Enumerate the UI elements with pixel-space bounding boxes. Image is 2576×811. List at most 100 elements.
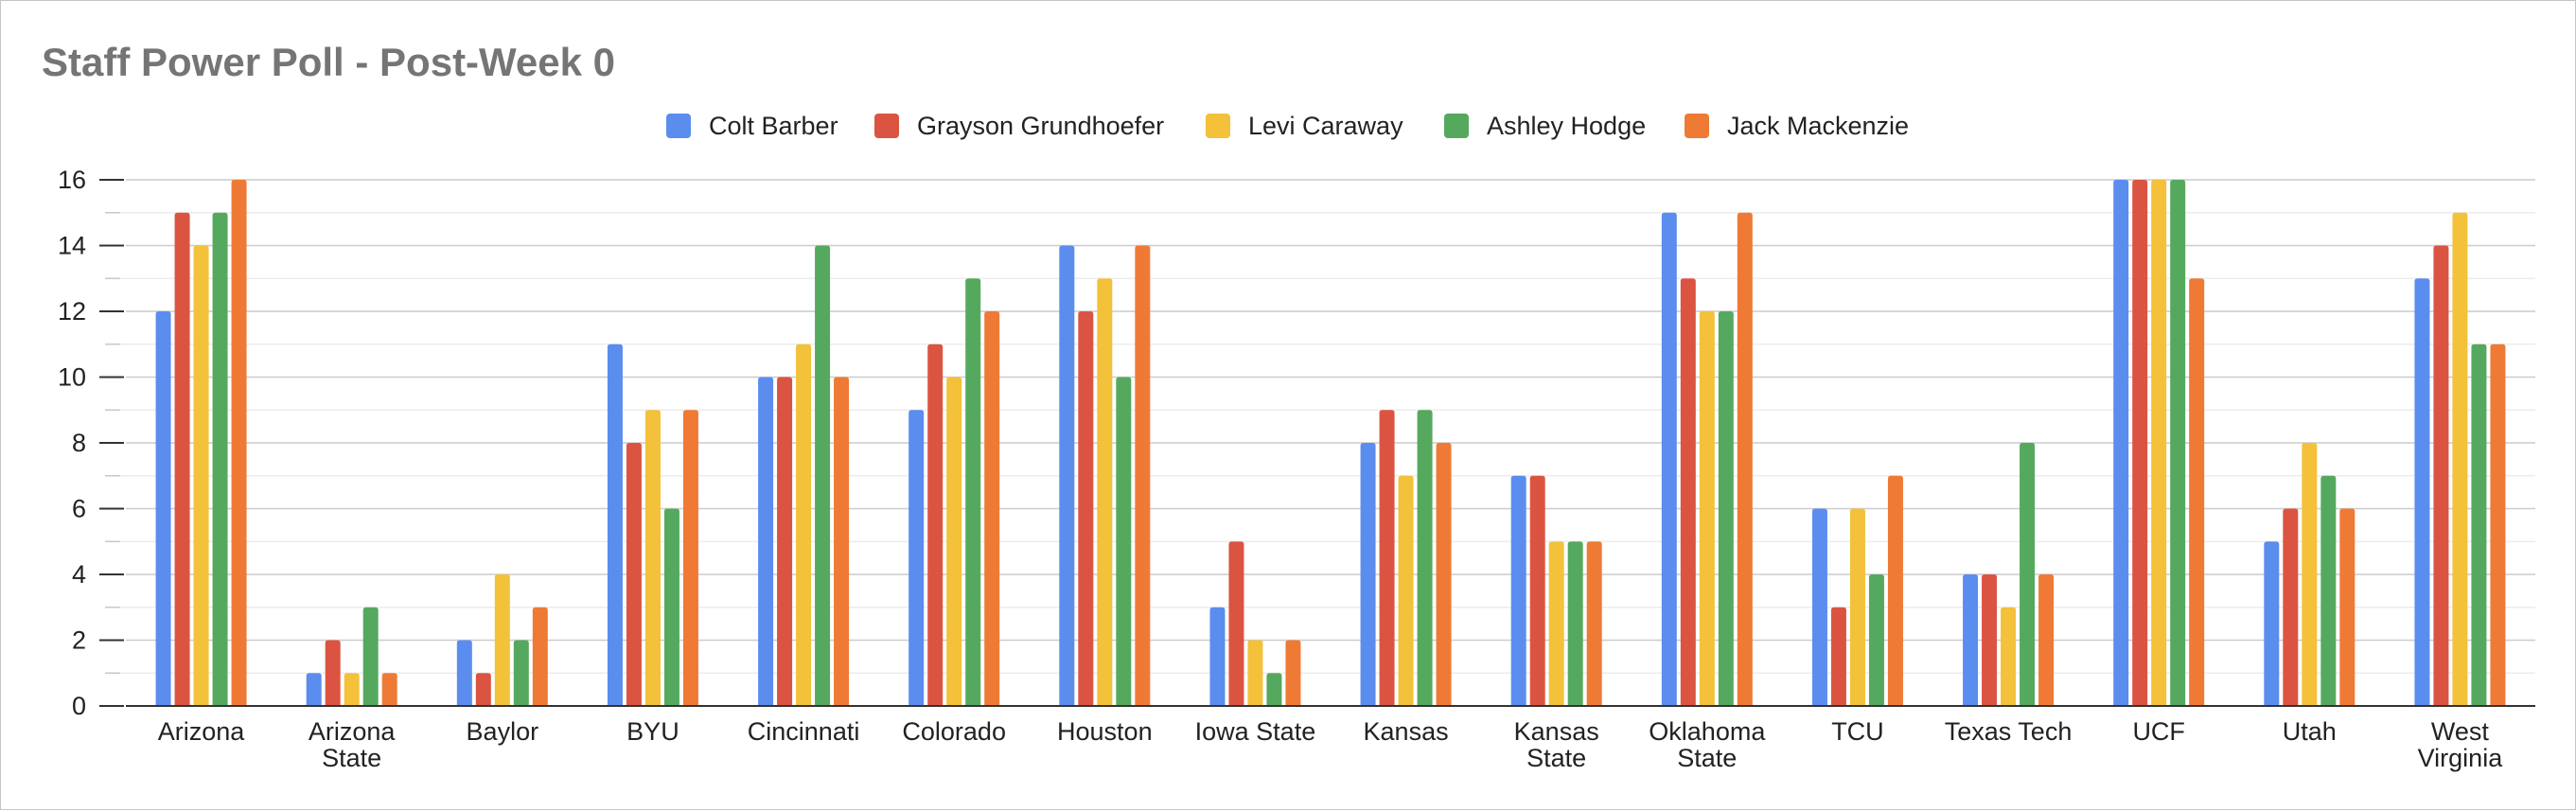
bar-grayson-grundhoefer-colorado [927, 344, 944, 706]
x-tick-label: Texas Tech [1945, 717, 2073, 746]
bar-colt-barber-arizona-state [306, 673, 322, 706]
bar-grayson-grundhoefer-arizona-state [325, 640, 341, 706]
x-tick-label: Virginia [2418, 744, 2504, 772]
bar-levi-caraway-west-virginia [2452, 212, 2468, 706]
x-tick-label: State [1526, 744, 1586, 772]
x-tick-label: Iowa State [1195, 717, 1316, 746]
bar-ashley-hodge-oklahoma-state [1718, 311, 1734, 706]
bar-levi-caraway-arizona-state [344, 673, 360, 706]
x-tick-label: Baylor [467, 717, 539, 746]
bar-jack-mackenzie-kansas-state [1586, 541, 1602, 706]
bar-ashley-hodge-colorado [965, 278, 981, 706]
bar-jack-mackenzie-west-virginia [2490, 344, 2506, 706]
legend-swatch [1444, 114, 1469, 138]
legend-label: Colt Barber [709, 112, 838, 140]
bar-grayson-grundhoefer-iowa-state [1228, 541, 1244, 706]
x-tick-label: West [2431, 717, 2490, 746]
bar-grayson-grundhoefer-texas-tech [1982, 574, 1998, 706]
bar-colt-barber-ucf [2113, 180, 2129, 706]
legend-label: Jack Mackenzie [1727, 112, 1909, 140]
bar-grayson-grundhoefer-ucf [2132, 180, 2148, 706]
bar-levi-caraway-colorado [946, 377, 962, 706]
legend-item-ashley-hodge[interactable]: Ashley Hodge [1444, 112, 1646, 140]
bar-levi-caraway-texas-tech [2001, 607, 2017, 706]
y-tick-label: 4 [72, 560, 86, 589]
bar-grayson-grundhoefer-kansas [1379, 410, 1395, 706]
bar-colt-barber-texas-tech [1963, 574, 1979, 706]
bar-ashley-hodge-houston [1116, 377, 1132, 706]
bar-jack-mackenzie-iowa-state [1285, 640, 1301, 706]
legend-item-grayson-grundhoefer[interactable]: Grayson Grundhoefer [874, 112, 1164, 140]
chart-title: Staff Power Poll - Post-Week 0 [42, 40, 615, 84]
bar-levi-caraway-ucf [2151, 180, 2167, 706]
x-tick-label: TCU [1831, 717, 1884, 746]
bar-jack-mackenzie-colorado [984, 311, 1000, 706]
bar-grayson-grundhoefer-utah [2283, 508, 2299, 706]
bar-grayson-grundhoefer-byu [626, 443, 642, 706]
bar-jack-mackenzie-arizona [231, 180, 247, 706]
bar-ashley-hodge-kansas-state [1567, 541, 1583, 706]
bar-jack-mackenzie-houston [1135, 245, 1151, 706]
bar-levi-caraway-cincinnati [796, 344, 812, 706]
legend-item-levi-caraway[interactable]: Levi Caraway [1206, 112, 1403, 140]
y-tick-label: 2 [72, 626, 86, 655]
bar-ashley-hodge-west-virginia [2471, 344, 2487, 706]
legend-swatch [666, 114, 691, 138]
bar-jack-mackenzie-byu [682, 410, 698, 706]
bar-ashley-hodge-iowa-state [1266, 673, 1282, 706]
bar-jack-mackenzie-cincinnati [834, 377, 850, 706]
bar-colt-barber-houston [1059, 245, 1075, 706]
bar-levi-caraway-iowa-state [1247, 640, 1263, 706]
bar-ashley-hodge-byu [663, 508, 679, 706]
legend-label: Levi Caraway [1248, 112, 1403, 140]
bar-colt-barber-arizona [155, 311, 171, 706]
bar-jack-mackenzie-kansas [1436, 443, 1452, 706]
bar-colt-barber-west-virginia [2414, 278, 2430, 706]
bar-ashley-hodge-kansas [1417, 410, 1433, 706]
y-tick-label: 10 [58, 363, 86, 392]
legend-label: Grayson Grundhoefer [917, 112, 1164, 140]
x-tick-label: BYU [626, 717, 679, 746]
x-tick-label: Cincinnati [748, 717, 860, 746]
bar-levi-caraway-kansas [1398, 475, 1414, 706]
y-tick-label: 6 [72, 495, 86, 523]
legend-swatch [1685, 114, 1709, 138]
bar-jack-mackenzie-tcu [1887, 475, 1903, 706]
x-tick-label: Oklahoma [1649, 717, 1766, 746]
x-tick-label: State [322, 744, 381, 772]
bar-ashley-hodge-utah [2320, 475, 2337, 706]
x-tick-label: Kansas [1514, 717, 1599, 746]
x-tick-label: Kansas [1364, 717, 1449, 746]
bar-grayson-grundhoefer-west-virginia [2433, 245, 2449, 706]
bar-grayson-grundhoefer-kansas-state [1529, 475, 1545, 706]
bar-ashley-hodge-cincinnati [815, 245, 831, 706]
bars [155, 180, 2506, 706]
bar-jack-mackenzie-arizona-state [381, 673, 397, 706]
bar-colt-barber-utah [2264, 541, 2280, 706]
x-tick-label: State [1677, 744, 1737, 772]
bar-ashley-hodge-texas-tech [2020, 443, 2036, 706]
bar-jack-mackenzie-ucf [2189, 278, 2205, 706]
bar-colt-barber-kansas [1360, 443, 1376, 706]
bar-colt-barber-iowa-state [1209, 607, 1226, 706]
bar-ashley-hodge-arizona-state [362, 607, 379, 706]
bar-ashley-hodge-ucf [2170, 180, 2186, 706]
y-tick-label: 14 [58, 232, 86, 260]
bar-levi-caraway-tcu [1849, 508, 1865, 706]
x-tick-label: UCF [2132, 717, 2185, 746]
legend-swatch [874, 114, 899, 138]
bar-levi-caraway-oklahoma-state [1699, 311, 1715, 706]
bar-grayson-grundhoefer-oklahoma-state [1680, 278, 1696, 706]
y-tick-label: 16 [58, 166, 86, 194]
legend-item-jack-mackenzie[interactable]: Jack Mackenzie [1685, 112, 1909, 140]
y-tick-label: 0 [72, 692, 86, 720]
bar-ashley-hodge-baylor [513, 640, 529, 706]
bar-levi-caraway-baylor [494, 574, 510, 706]
x-tick-label: Colorado [902, 717, 1006, 746]
bar-grayson-grundhoefer-arizona [174, 212, 190, 706]
bar-grayson-grundhoefer-cincinnati [777, 377, 793, 706]
bar-colt-barber-baylor [456, 640, 472, 706]
y-axis: 0 2 4 6 8 10 12 14 16 [58, 166, 124, 720]
legend-item-colt-barber[interactable]: Colt Barber [666, 112, 838, 140]
